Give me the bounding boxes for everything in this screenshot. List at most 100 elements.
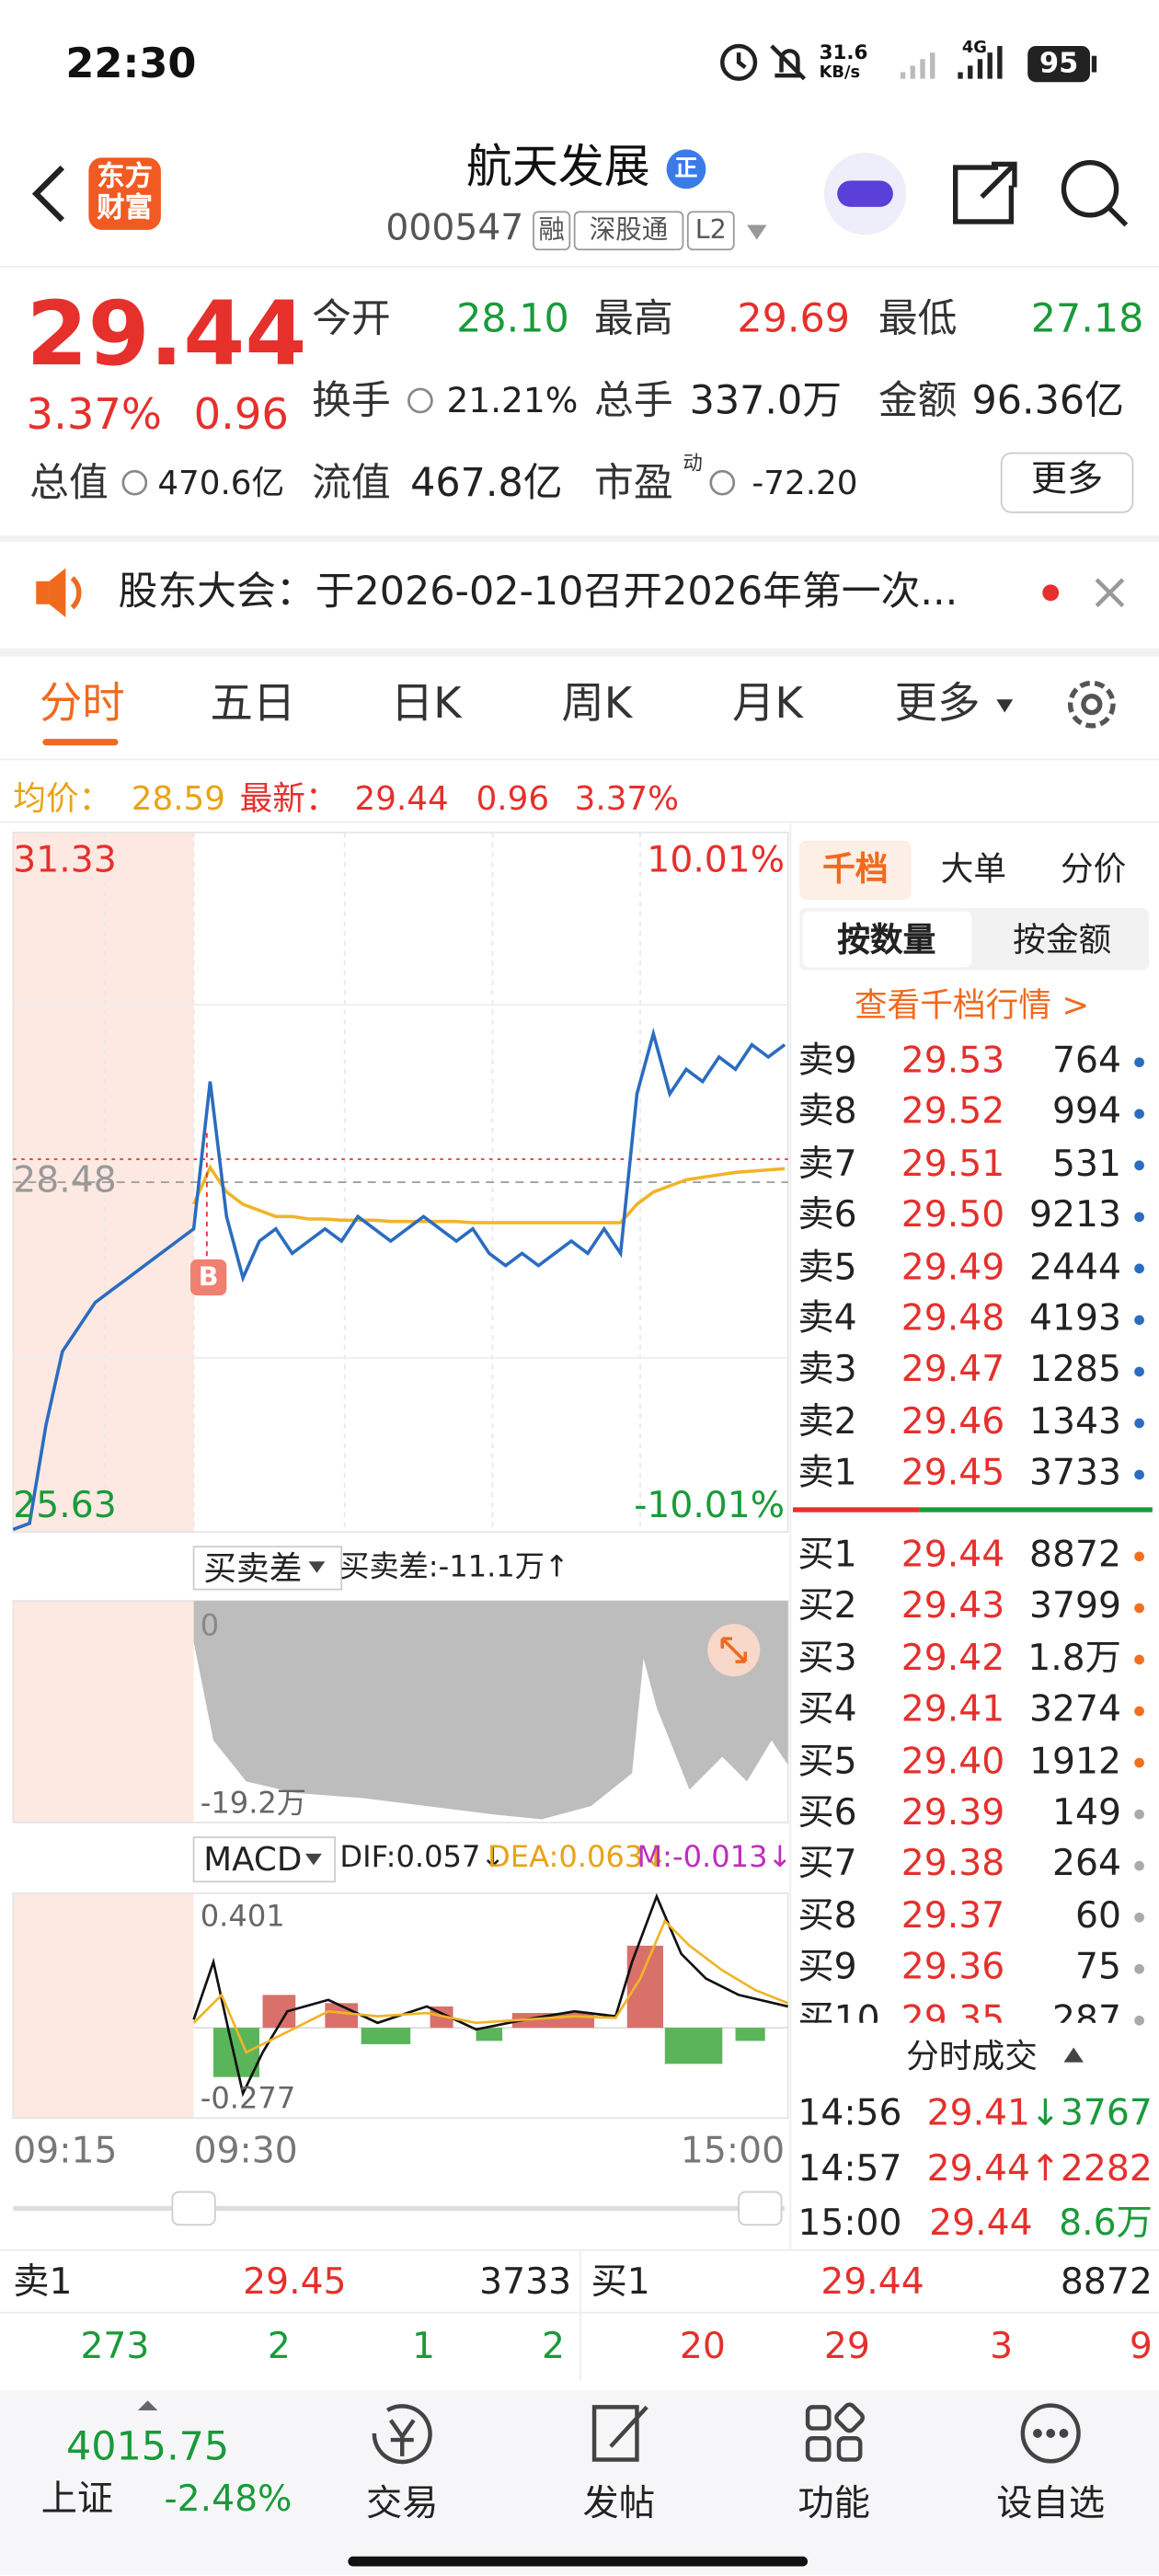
more-button-box [1000, 452, 1134, 513]
expand-caret [137, 2400, 158, 2410]
field-label: 总手 [594, 377, 673, 424]
band [0, 535, 1159, 542]
book-tab[interactable]: 分价 [1060, 848, 1127, 889]
level-price: 29.41 [901, 1689, 1005, 1731]
close-notice[interactable] [1095, 578, 1125, 608]
field-value: 21.21% [446, 381, 579, 420]
battery-tip [1091, 55, 1097, 73]
book-subtab[interactable]: 按金额 [1013, 919, 1112, 960]
buy-marker-label: B [198, 1260, 219, 1293]
field-label: 金额 [878, 377, 958, 424]
nav-item[interactable]: 功能 [798, 2484, 870, 2525]
book-tab[interactable]: 千档 [822, 848, 889, 889]
chart-tab[interactable]: 更多 [894, 679, 981, 730]
book-subtab[interactable]: 按数量 [837, 919, 936, 960]
level-label: 买6 [798, 1792, 857, 1834]
indicator-selector[interactable]: MACD [203, 1838, 303, 1879]
slider-handle[interactable] [171, 2191, 216, 2226]
trade-volume: 3767 [1060, 2093, 1153, 2135]
stock-tag: 深股通 [589, 213, 669, 245]
status-icons [720, 43, 1003, 81]
level-dot [1134, 1654, 1144, 1665]
level-label: 买5 [798, 1741, 857, 1783]
nav-item[interactable]: 交易 [365, 2484, 439, 2525]
field-value: -72.20 [752, 463, 858, 503]
trade-arrow: ↓ [1030, 2093, 1061, 2135]
trade-volume: 8.6万 [1059, 2203, 1153, 2245]
field-value: 28.10 [456, 295, 569, 342]
share-button[interactable] [953, 161, 1017, 224]
ask-count: 1 [411, 2326, 435, 2368]
level-volume: 60 [1074, 1895, 1121, 1938]
tab-selected-bg [799, 840, 912, 901]
level-volume: 1.8万 [1027, 1638, 1121, 1680]
axis-label: 0 [200, 1609, 220, 1644]
field-superscript: 动 [683, 451, 703, 475]
ask-count: 273 [80, 2326, 150, 2368]
book-tab[interactable]: 大单 [940, 848, 1007, 889]
bid-list: 买1 29.44 8872 买2 29.43 3799 买3 29.42 1.8万 买4 29.41… [793, 1519, 1159, 2022]
speaker-icon [36, 568, 82, 618]
prev-close-label: 28.48 [13, 1160, 117, 1202]
nav-item[interactable]: 发帖 [582, 2484, 656, 2525]
trade-volume: 2282 [1060, 2148, 1153, 2190]
app-logo [88, 157, 161, 230]
level-volume: 3799 [1029, 1586, 1121, 1628]
chart-tab[interactable]: 日K [390, 679, 462, 730]
nav-item[interactable]: 设自选 [996, 2484, 1106, 2525]
y-min-label: 25.63 [13, 1486, 117, 1527]
y-max-label: 31.33 [13, 840, 117, 882]
dif-line [192, 1892, 788, 2098]
dropdown-arrow [747, 224, 767, 240]
notice-text[interactable]: 股东大会：于2026-02-10召开2026年第一次... [118, 568, 958, 615]
search-button[interactable] [1061, 160, 1129, 227]
level-volume: 764 [1051, 1041, 1121, 1083]
bid-count: 20 [679, 2326, 726, 2368]
price-line [12, 1027, 786, 1532]
divider [0, 266, 1159, 268]
info-icons [121, 387, 736, 496]
trade-time: 14:57 [798, 2148, 902, 2190]
trade-detail: 29.41↓3767 [927, 2096, 1153, 2133]
chart-tab[interactable]: 周K [561, 679, 633, 730]
level-price: 29.49 [901, 1247, 1005, 1289]
dea-line [192, 1918, 789, 2054]
indicator-selector[interactable]: 买卖差 [203, 1547, 303, 1588]
time-label: 15:00 [680, 2131, 786, 2173]
avatar-face [837, 180, 893, 207]
macd-dea: DEA:0.063↓ [488, 1840, 669, 1876]
level-label: 卖1 [798, 1453, 857, 1495]
index-value[interactable]: 4015.75 [66, 2423, 230, 2470]
level-label: 卖4 [798, 1298, 857, 1340]
level-dot [1134, 1109, 1144, 1120]
trade-price: 29.44 [929, 2203, 1033, 2245]
chart-tab[interactable]: 月K [731, 679, 803, 730]
depth-link[interactable]: 查看千档行情 > [854, 984, 1090, 1025]
level-dot [1134, 1366, 1144, 1377]
selector-box[interactable] [192, 1836, 336, 1883]
divider [789, 821, 792, 2250]
level-label: 卖6 [798, 1195, 857, 1237]
level-volume: 994 [1051, 1092, 1121, 1134]
field-label: 流值 [312, 459, 391, 506]
axis-label: -0.277 [200, 2081, 296, 2117]
logo-text: 东方 [97, 160, 153, 194]
battery [1027, 45, 1091, 83]
back-button[interactable] [31, 165, 65, 223]
field-label: 换手 [312, 377, 391, 424]
chart-tab[interactable]: 五日 [210, 679, 296, 730]
summary-item: 均价： [13, 777, 112, 818]
stock-tag: L2 [694, 213, 727, 245]
subtab-selected-bg [802, 911, 972, 968]
trades-title[interactable]: 分时成交 [906, 2036, 1038, 2076]
nav-bar [0, 2390, 1159, 2575]
more-button[interactable]: 更多 [1030, 459, 1104, 501]
level-volume: 531 [1051, 1144, 1121, 1186]
chart-tab[interactable]: 分时 [39, 679, 125, 730]
divider [0, 758, 1159, 761]
settings-button[interactable] [1067, 680, 1116, 729]
slider-handle[interactable] [738, 2191, 783, 2226]
level-price: 29.52 [901, 1092, 1005, 1134]
selector-box[interactable] [192, 1546, 343, 1591]
net-speed: 31.6 [819, 40, 868, 64]
